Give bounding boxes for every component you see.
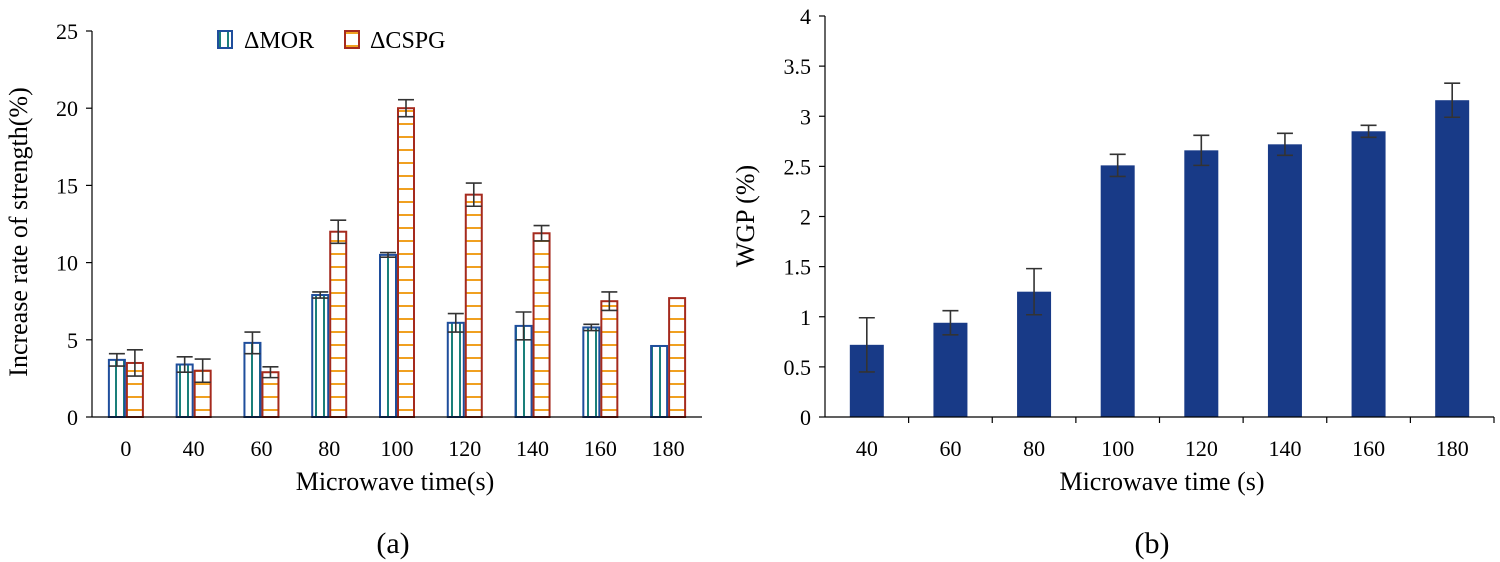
bar-mor (582, 326, 601, 418)
chart-a-legend: ΔMOR ΔCSPG (217, 28, 445, 54)
bar-mor (379, 253, 397, 418)
x-tick-label: 60 (939, 436, 961, 461)
y-tick-label: 10 (56, 251, 78, 276)
y-tick-label: 20 (56, 96, 78, 121)
x-tick-label: 160 (1352, 436, 1385, 461)
legend-label-cspg: ΔCSPG (370, 28, 445, 54)
chart-a-y-axis-label: Increase rate of strength(%) (4, 87, 33, 376)
y-tick-label: 3.5 (784, 54, 812, 79)
panel-label-b: (b) (1135, 527, 1170, 560)
bar-mor (311, 294, 330, 418)
bar-cspg (532, 232, 551, 418)
chart-a-x-ticks: 0 40 60 80 100 120 140 160 180 (120, 436, 684, 461)
chart-b-x-axis-label: Microwave time (s) (1059, 467, 1264, 496)
bar-cspg (464, 193, 483, 418)
legend-swatch-mor (217, 30, 233, 49)
y-tick-label: 15 (56, 173, 78, 198)
bar-wgp (1435, 100, 1470, 418)
chart-b-x-ticks: 40 60 80 100 120 140 160 180 (856, 417, 1495, 461)
x-tick-label: 40 (856, 436, 878, 461)
x-tick-label: 80 (1023, 436, 1045, 461)
x-tick-label: 60 (250, 436, 272, 461)
y-tick-label: 0.5 (784, 355, 812, 380)
x-tick-label: 140 (1268, 436, 1301, 461)
x-tick-label: 160 (584, 436, 617, 461)
chart-a: 0 5 10 15 20 25 0 40 60 80 100 120 140 160 180 Microw… (4, 19, 702, 560)
legend-swatch-cspg (344, 30, 360, 49)
chart-b-y-ticks: 0 0.5 1 1.5 2 2.5 3 3.5 4 (784, 4, 825, 430)
x-tick-label: 180 (652, 436, 685, 461)
x-tick-label: 80 (318, 436, 340, 461)
bar-mor (446, 321, 465, 419)
chart-b: 00.511.522.533.54 40 60 80 100 120 140 160 180 … (731, 4, 1495, 560)
bar-wgp (933, 322, 968, 417)
x-tick-label: 120 (448, 436, 481, 461)
bar-wgp (1184, 150, 1219, 417)
bar-cspg (600, 300, 619, 419)
x-tick-label: 100 (1101, 436, 1134, 461)
y-tick-label: 25 (56, 19, 78, 44)
y-tick-label: 0 (67, 405, 78, 430)
y-tick-label: 0 (800, 405, 811, 430)
chart-a-x-axis-label: Microwave time(s) (296, 467, 495, 496)
chart-b-y-axis-label: WGP (%) (731, 165, 760, 267)
bar-wgp (1267, 144, 1302, 417)
chart-a-y-ticks: 0 5 10 15 20 25 (56, 19, 92, 430)
x-tick-label: 100 (381, 436, 414, 461)
bar-cspg (668, 297, 687, 418)
y-tick-label: 2.5 (784, 154, 812, 179)
x-tick-label: 120 (1185, 436, 1218, 461)
y-tick-label: 1.5 (784, 255, 812, 280)
bar-wgp (1351, 131, 1386, 417)
chart-a-bars (107, 98, 687, 419)
bar-mor (107, 358, 126, 419)
y-tick-label: 3 (800, 104, 811, 129)
y-tick-label: 5 (67, 328, 78, 353)
x-tick-label: 140 (516, 436, 549, 461)
legend-label-mor: ΔMOR (244, 28, 314, 54)
bar-mor (650, 344, 669, 419)
bar-wgp (1100, 165, 1135, 417)
x-tick-label: 0 (120, 436, 131, 461)
y-tick-label: 1 (800, 305, 811, 330)
y-tick-label: 4 (800, 4, 811, 29)
y-tick-label: 2 (800, 205, 811, 230)
bar-cspg (261, 371, 280, 418)
x-tick-label: 40 (183, 436, 205, 461)
x-tick-label: 180 (1436, 436, 1469, 461)
panel-label-a: (a) (376, 527, 409, 560)
bar-cspg (397, 107, 415, 418)
bar-cspg (329, 230, 348, 418)
chart-b-bars (849, 82, 1470, 418)
